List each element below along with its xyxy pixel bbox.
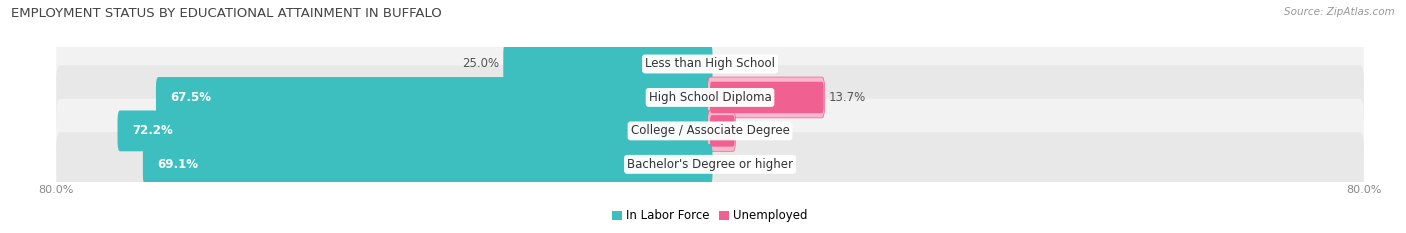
Legend: In Labor Force, Unemployed: In Labor Force, Unemployed <box>607 205 813 227</box>
FancyBboxPatch shape <box>56 32 1364 96</box>
FancyBboxPatch shape <box>143 144 713 185</box>
Text: EMPLOYMENT STATUS BY EDUCATIONAL ATTAINMENT IN BUFFALO: EMPLOYMENT STATUS BY EDUCATIONAL ATTAINM… <box>11 7 441 20</box>
Text: 67.5%: 67.5% <box>170 91 212 104</box>
Text: Source: ZipAtlas.com: Source: ZipAtlas.com <box>1284 7 1395 17</box>
Text: 2.8%: 2.8% <box>740 124 769 137</box>
FancyBboxPatch shape <box>156 77 713 118</box>
Text: College / Associate Degree: College / Associate Degree <box>631 124 789 137</box>
FancyBboxPatch shape <box>503 44 713 84</box>
FancyBboxPatch shape <box>118 110 713 151</box>
FancyBboxPatch shape <box>710 115 734 147</box>
FancyBboxPatch shape <box>56 132 1364 196</box>
Text: 13.7%: 13.7% <box>828 91 866 104</box>
FancyBboxPatch shape <box>707 110 735 151</box>
Text: High School Diploma: High School Diploma <box>648 91 772 104</box>
Text: Less than High School: Less than High School <box>645 58 775 71</box>
Text: 69.1%: 69.1% <box>157 158 198 171</box>
Text: 0.0%: 0.0% <box>717 58 747 71</box>
FancyBboxPatch shape <box>56 99 1364 163</box>
FancyBboxPatch shape <box>56 65 1364 130</box>
FancyBboxPatch shape <box>710 82 824 113</box>
Text: 0.0%: 0.0% <box>717 158 747 171</box>
FancyBboxPatch shape <box>707 77 824 118</box>
Text: 25.0%: 25.0% <box>463 58 499 71</box>
Text: 72.2%: 72.2% <box>132 124 173 137</box>
Text: Bachelor's Degree or higher: Bachelor's Degree or higher <box>627 158 793 171</box>
